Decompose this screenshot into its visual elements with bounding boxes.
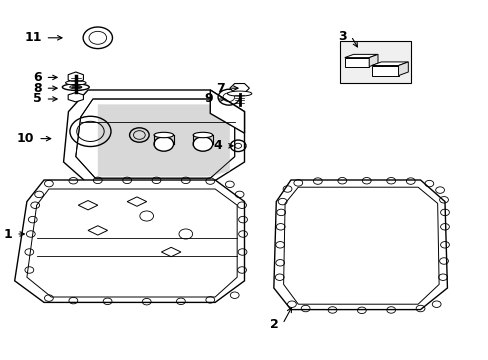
Ellipse shape bbox=[227, 91, 251, 96]
Polygon shape bbox=[273, 180, 447, 310]
Polygon shape bbox=[68, 93, 83, 102]
Polygon shape bbox=[98, 104, 229, 176]
Circle shape bbox=[193, 137, 212, 151]
Text: 3: 3 bbox=[338, 30, 346, 42]
Polygon shape bbox=[398, 62, 407, 76]
Polygon shape bbox=[15, 180, 244, 302]
Polygon shape bbox=[368, 54, 377, 67]
Polygon shape bbox=[344, 54, 377, 58]
Polygon shape bbox=[229, 84, 249, 93]
Ellipse shape bbox=[65, 81, 86, 85]
Text: 1: 1 bbox=[3, 228, 12, 240]
Text: 5: 5 bbox=[33, 93, 41, 105]
Text: 6: 6 bbox=[33, 71, 41, 84]
Polygon shape bbox=[63, 90, 244, 184]
Circle shape bbox=[154, 137, 173, 151]
Text: 10: 10 bbox=[17, 132, 34, 145]
Text: 9: 9 bbox=[203, 93, 212, 105]
Ellipse shape bbox=[62, 84, 89, 90]
Polygon shape bbox=[210, 90, 244, 133]
Polygon shape bbox=[371, 62, 407, 66]
Ellipse shape bbox=[154, 132, 173, 138]
Text: 4: 4 bbox=[213, 139, 222, 152]
Text: 8: 8 bbox=[33, 82, 41, 95]
Bar bbox=[344, 58, 368, 67]
Ellipse shape bbox=[193, 132, 212, 138]
Bar bbox=[371, 66, 398, 76]
Text: 7: 7 bbox=[216, 82, 224, 95]
Text: 2: 2 bbox=[269, 318, 278, 330]
Ellipse shape bbox=[69, 85, 81, 89]
Bar bbox=[339, 41, 410, 83]
Text: 11: 11 bbox=[24, 31, 41, 44]
Polygon shape bbox=[68, 72, 83, 83]
